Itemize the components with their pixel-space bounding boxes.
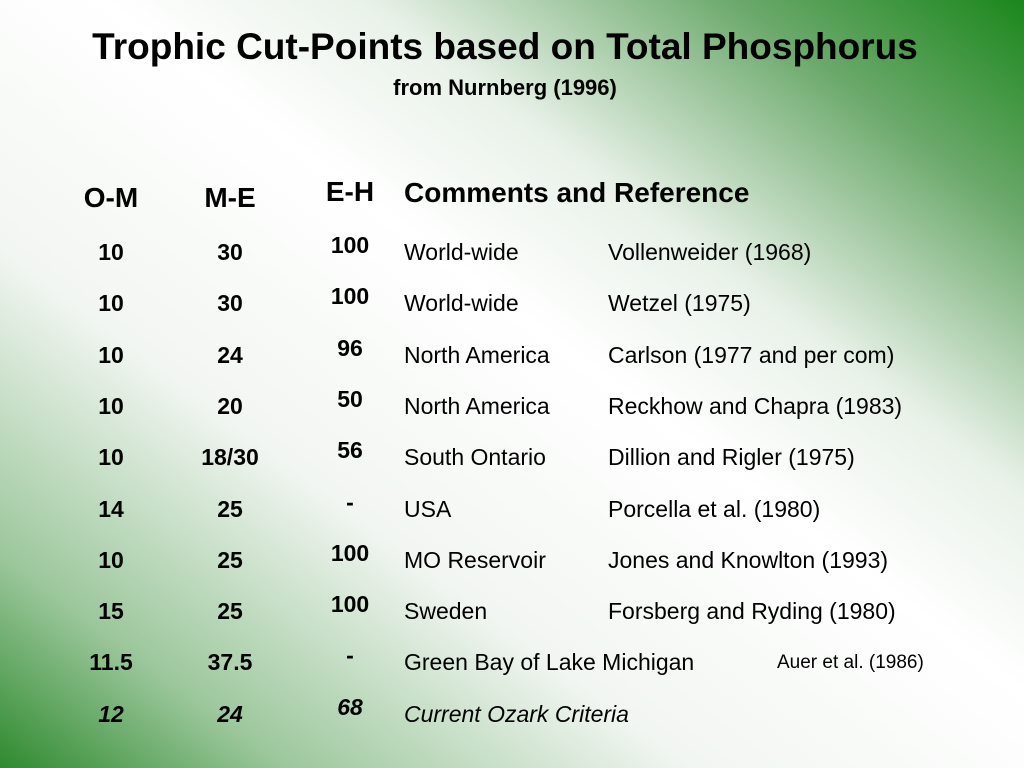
cell-reference: Dillion and Rigler (1975) [608, 444, 855, 471]
cell-region: North America [404, 392, 550, 419]
cell-region: Current Ozark Criteria [404, 700, 629, 727]
cell-eh: - [346, 642, 354, 669]
cell-region: Sweden [404, 598, 488, 625]
cell-reference: Vollenweider (1968) [608, 239, 812, 265]
cell-region: MO Reservoir [404, 546, 546, 573]
cell-om: 10 [98, 239, 124, 265]
cell-reference: Forsberg and Ryding (1980) [608, 598, 896, 625]
header-eh: E-H [325, 176, 375, 207]
cell-region: USA [404, 495, 452, 522]
cell-reference: Porcella et al. (1980) [608, 495, 821, 522]
header-comments: Comments and Reference [404, 177, 750, 208]
cell-me: 25 [217, 546, 243, 573]
cell-om: 10 [98, 444, 124, 471]
cell-eh: 100 [330, 283, 370, 310]
cell-eh: 50 [337, 385, 363, 412]
cell-om: 14 [98, 495, 124, 522]
cell-om: 10 [98, 392, 124, 419]
cell-eh: 56 [337, 437, 363, 464]
cell-me: 24 [217, 341, 243, 368]
cell-me: 30 [217, 290, 243, 317]
cell-me: 18/30 [201, 444, 259, 471]
cell-region: Green Bay of Lake Michigan [404, 649, 695, 676]
cell-eh: 96 [337, 334, 363, 361]
cell-eh: 100 [330, 539, 370, 566]
cell-region: North America [404, 341, 550, 368]
cell-reference: Wetzel (1975) [608, 290, 751, 317]
cell-eh: 100 [330, 232, 370, 258]
slide-title: Trophic Cut-Points based on Total Phosph… [92, 26, 918, 67]
cell-reference: Reckhow and Chapra (1983) [608, 392, 903, 419]
cell-om: 10 [98, 546, 124, 573]
cell-reference: Auer et al. (1986) [777, 652, 924, 674]
cell-eh: - [346, 488, 354, 515]
cell-reference: Carlson (1977 and per com) [608, 341, 895, 368]
cell-me: 25 [217, 495, 243, 522]
cell-om: 12 [98, 700, 124, 727]
cell-om: 10 [98, 290, 124, 317]
cell-om: 15 [98, 598, 124, 625]
cell-me: 37.5 [207, 649, 253, 676]
cell-eh: 100 [330, 591, 370, 618]
cell-eh: 68 [337, 693, 363, 720]
slide-subtitle: from Nurnberg (1996) [393, 75, 617, 100]
cell-reference: Jones and Knowlton (1993) [608, 546, 889, 573]
cell-region: South Ontario [404, 444, 546, 471]
cell-me: 24 [217, 700, 243, 727]
cell-me: 20 [217, 392, 243, 419]
cell-region: World-wide [404, 239, 519, 265]
cell-om: 10 [98, 341, 124, 368]
header-me: M-E [204, 182, 256, 213]
cell-me: 25 [217, 598, 243, 625]
header-om: O-M [83, 182, 139, 213]
cell-region: World-wide [404, 290, 519, 317]
cell-me: 30 [217, 239, 243, 265]
cell-om: 11.5 [89, 649, 133, 676]
